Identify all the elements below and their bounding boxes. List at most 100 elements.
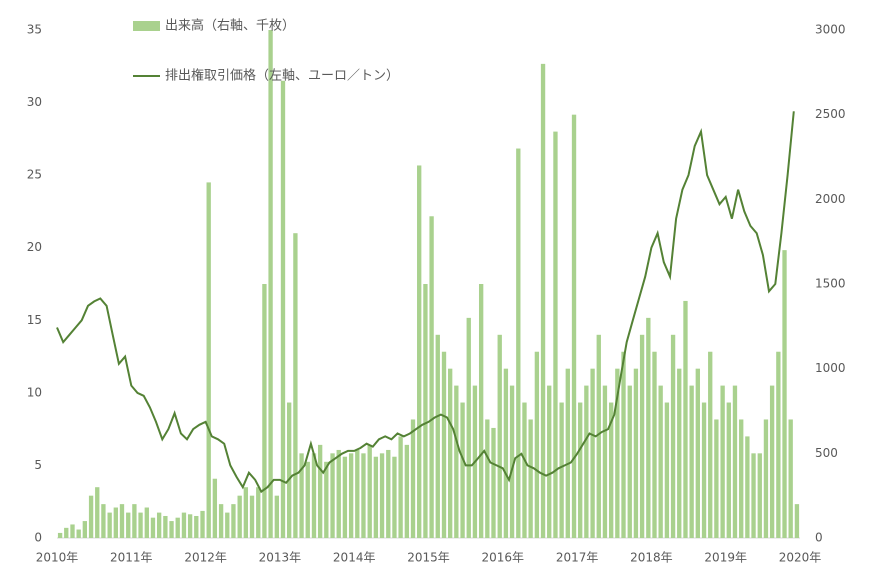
bar xyxy=(392,456,397,538)
bar xyxy=(578,402,583,538)
bar xyxy=(726,402,731,538)
x-tick-label: 2013年 xyxy=(259,551,302,565)
bar xyxy=(367,444,372,538)
bar xyxy=(534,351,540,538)
bar xyxy=(126,512,131,538)
bar xyxy=(144,507,149,538)
bar xyxy=(70,524,75,538)
bar xyxy=(150,517,156,538)
bar xyxy=(689,385,694,538)
bar xyxy=(311,453,317,538)
bar xyxy=(231,504,236,538)
legend-swatch xyxy=(133,21,160,31)
bar xyxy=(163,515,168,538)
y2-tick-label: 1500 xyxy=(815,277,846,291)
bar xyxy=(386,449,391,538)
bar xyxy=(794,504,800,538)
bar xyxy=(237,495,242,538)
bar xyxy=(324,461,329,538)
y2-tick-label: 500 xyxy=(815,446,838,460)
x-tick-label: 2010年 xyxy=(36,551,79,565)
y2-tick-label: 2500 xyxy=(815,107,846,121)
price-line xyxy=(56,111,795,494)
legend-label: 排出権取引価格（左軸、ユーロ／トン） xyxy=(165,68,399,84)
bar xyxy=(571,114,577,539)
bar xyxy=(609,402,614,538)
bar xyxy=(739,419,744,538)
bar xyxy=(119,504,125,538)
bar xyxy=(757,453,762,538)
bar xyxy=(516,148,521,539)
y2-tick-label: 3000 xyxy=(815,23,846,37)
bar xyxy=(751,453,756,538)
bar xyxy=(584,385,589,538)
legend-label: 出来高（右軸、千枚） xyxy=(165,18,295,34)
bar xyxy=(107,512,112,538)
bar xyxy=(708,351,713,538)
bar xyxy=(590,368,595,538)
bar xyxy=(138,512,143,538)
x-tick-label: 2012年 xyxy=(184,551,227,565)
bar xyxy=(274,495,279,538)
bar xyxy=(547,385,552,538)
y-tick-label: 10 xyxy=(27,385,42,399)
bar xyxy=(88,495,94,538)
bar xyxy=(664,402,670,538)
bar xyxy=(262,284,267,538)
y2-tick-label: 1000 xyxy=(815,361,846,375)
bar xyxy=(348,453,354,538)
bar xyxy=(82,521,88,538)
bar xyxy=(317,444,323,538)
bar xyxy=(596,334,601,538)
x-tick-label: 2014年 xyxy=(333,551,376,565)
y-tick-label: 0 xyxy=(34,531,42,545)
x-tick-label: 2020年 xyxy=(779,551,822,565)
bar xyxy=(782,250,787,538)
bar xyxy=(769,385,775,538)
bar xyxy=(776,351,781,538)
bar xyxy=(646,317,651,538)
bar xyxy=(565,368,570,538)
bar xyxy=(652,351,657,538)
y2-tick-label: 2000 xyxy=(815,192,846,206)
bar xyxy=(373,456,379,538)
y-tick-label: 35 xyxy=(27,23,42,37)
bar xyxy=(621,351,626,538)
bar xyxy=(454,385,459,538)
x-tick-label: 2016年 xyxy=(482,551,525,565)
bar xyxy=(615,368,620,538)
bar xyxy=(336,449,341,538)
bar xyxy=(64,527,69,538)
x-tick-label: 2019年 xyxy=(704,551,747,565)
bar xyxy=(212,478,218,538)
bar xyxy=(602,385,608,538)
bar xyxy=(701,402,707,538)
bar xyxy=(256,487,261,538)
bar xyxy=(243,487,249,538)
bar xyxy=(299,453,304,538)
bar xyxy=(355,449,360,538)
bar xyxy=(441,351,447,538)
x-tick-label: 2018年 xyxy=(630,551,673,565)
bar xyxy=(398,436,403,538)
bar xyxy=(286,402,292,538)
bar xyxy=(249,495,255,538)
bar xyxy=(497,334,502,538)
bar xyxy=(435,334,440,538)
bar xyxy=(540,63,546,538)
bar xyxy=(330,453,335,538)
bar xyxy=(503,368,509,538)
bar xyxy=(194,515,199,538)
bar xyxy=(293,233,298,538)
bar xyxy=(268,30,273,538)
bar xyxy=(169,521,174,538)
bar xyxy=(528,419,533,538)
bar xyxy=(714,419,719,538)
bar xyxy=(404,444,410,538)
bar xyxy=(788,419,793,538)
bar xyxy=(206,182,211,538)
bar xyxy=(417,165,422,538)
y-tick-label: 20 xyxy=(27,240,42,254)
bar xyxy=(460,402,465,538)
